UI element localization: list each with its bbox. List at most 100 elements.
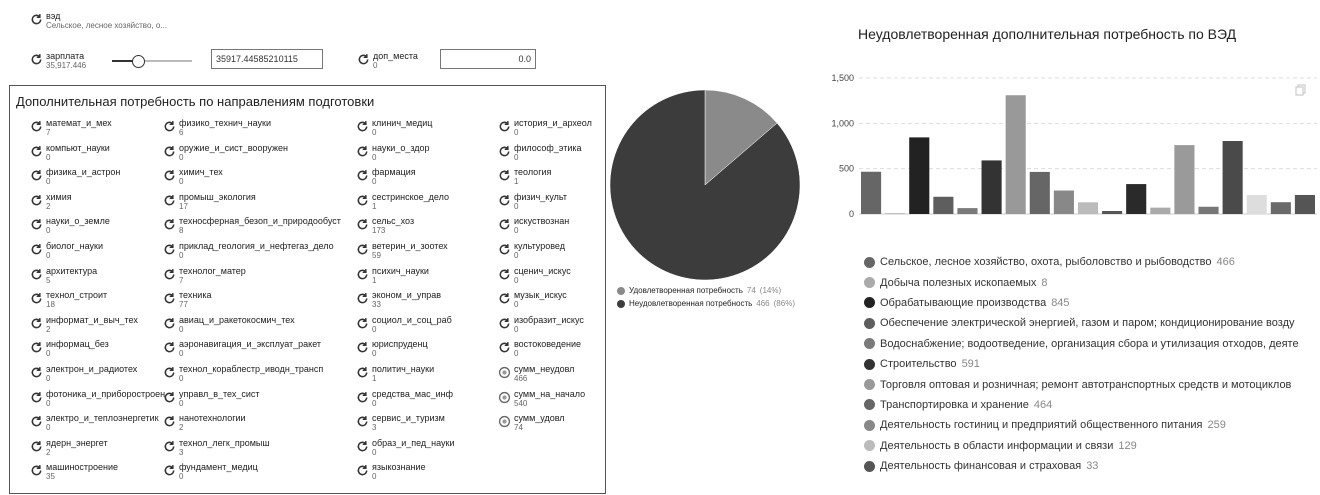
ved-legend-item[interactable]: Деятельность в области информации и связ… — [864, 436, 1320, 456]
direction-variable[interactable]: промыш_экология 17 — [163, 192, 256, 211]
direction-variable[interactable]: сумм_на_начало 540 — [498, 389, 585, 408]
direction-variable[interactable]: аэронавигация_и_эксплуат_ракет 0 — [163, 340, 321, 358]
direction-variable[interactable]: философ_этика 0 — [498, 143, 582, 162]
ved-variable[interactable]: вэд Сельское, лесное хозяйство, о... — [30, 12, 167, 30]
direction-variable[interactable]: физич_культ 0 — [498, 192, 567, 211]
direction-variable[interactable]: культуровед 0 — [498, 242, 565, 260]
direction-variable[interactable]: науки_о_здор 0 — [356, 143, 430, 162]
ved-legend-item[interactable]: Строительство 591 — [864, 354, 1320, 374]
direction-variable[interactable]: химич_тех 0 — [163, 168, 223, 186]
direction-variable[interactable]: машиностроение 35 — [30, 463, 118, 481]
direction-variable[interactable]: техносферная_безоп_и_природообуст 8 — [163, 217, 341, 235]
direction-variable[interactable]: физика_и_астрон 0 — [30, 168, 120, 186]
pie-legend-item[interactable]: Неудовлетворенная потребность 466 (86%) — [617, 297, 795, 310]
direction-variable[interactable]: социол_и_соц_раб 0 — [356, 315, 452, 334]
direction-variable[interactable]: сценич_искус 0 — [498, 266, 571, 285]
bar[interactable] — [933, 196, 954, 214]
direction-variable[interactable]: технол_кораблестр_иводн_трансп 0 — [163, 365, 323, 383]
direction-variable[interactable]: образ_и_пед_науки 0 — [356, 438, 455, 457]
ved-legend-item[interactable]: Обеспечение электрической энергией, газо… — [864, 313, 1320, 333]
direction-variable[interactable]: языкознание 0 — [356, 463, 426, 481]
direction-variable[interactable]: информат_и_выч_тех 2 — [30, 315, 138, 334]
direction-variable[interactable]: ядерн_энергет 2 — [30, 438, 108, 457]
direction-variable[interactable]: фундамент_медиц 0 — [163, 463, 258, 481]
direction-variable[interactable]: математ_и_мех 7 — [30, 119, 112, 137]
direction-variable[interactable]: изобразит_искус 0 — [498, 315, 584, 334]
dop-mesta-input[interactable]: 0.0 — [440, 49, 536, 69]
direction-variable[interactable]: оружие_и_сист_вооружен 0 — [163, 143, 288, 162]
bar[interactable] — [1222, 141, 1243, 214]
ved-legend-item[interactable]: Торговля оптовая и розничная; ремонт авт… — [864, 374, 1320, 394]
bar[interactable] — [909, 137, 930, 214]
direction-variable[interactable]: биолог_науки 0 — [30, 242, 103, 260]
direction-variable[interactable]: сервис_и_туризм 3 — [356, 414, 445, 432]
zarplata-slider[interactable] — [112, 55, 192, 68]
direction-variable[interactable]: нанотехнологии 2 — [163, 414, 246, 432]
direction-variable[interactable]: технол_легк_промыш 3 — [163, 438, 270, 457]
slider-thumb[interactable] — [132, 55, 146, 68]
bar[interactable] — [1150, 207, 1171, 214]
direction-variable[interactable]: электро_и_теплоэнергетик 0 — [30, 414, 159, 432]
bar[interactable] — [1126, 184, 1147, 214]
ved-legend-item[interactable]: Водоснабжение; водоотведение, организаци… — [864, 334, 1320, 354]
direction-variable[interactable]: технол_строит 18 — [30, 291, 107, 309]
bar[interactable] — [1198, 206, 1219, 214]
direction-variable[interactable]: технолог_матер 7 — [163, 266, 246, 285]
direction-variable[interactable]: история_и_археол 0 — [498, 119, 592, 137]
direction-variable[interactable]: авиац_и_ракетокосмич_тех 0 — [163, 315, 295, 334]
direction-variable[interactable]: искуствознан 0 — [498, 217, 569, 235]
direction-variable[interactable]: ветерин_и_зоотех 59 — [356, 242, 448, 260]
pie-slice[interactable] — [609, 89, 801, 281]
direction-variable[interactable]: теология 1 — [498, 168, 551, 186]
dop-mesta-variable[interactable]: доп_места 0 — [357, 52, 418, 70]
direction-variable[interactable]: компьют_науки 0 — [30, 143, 110, 162]
ved-legend-item[interactable]: Деятельность финансовая и страховая 33 — [864, 456, 1320, 476]
direction-variable[interactable]: фотоника_и_приборостроен 0 — [30, 389, 165, 408]
ved-legend-item[interactable]: Транспортировка и хранение 464 — [864, 395, 1320, 415]
direction-variable[interactable]: фармация 0 — [356, 168, 416, 186]
direction-variable[interactable]: управл_в_тех_сист 0 — [163, 389, 260, 408]
direction-variable[interactable]: эконом_и_управ 33 — [356, 291, 441, 309]
direction-variable[interactable]: электрон_и_радиотех 0 — [30, 365, 137, 383]
copy-icon[interactable] — [1295, 84, 1307, 96]
ved-legend-item[interactable]: Обрабатывающие производства 845 — [864, 293, 1320, 313]
direction-variable[interactable]: сумм_неудовл 466 — [498, 365, 574, 383]
bar[interactable] — [1294, 194, 1315, 214]
bar[interactable] — [1077, 202, 1099, 214]
direction-variable[interactable]: сумм_удовл 74 — [498, 414, 565, 432]
bar[interactable] — [1246, 194, 1267, 214]
direction-variable[interactable]: архитектура 5 — [30, 266, 97, 285]
bar[interactable] — [1102, 211, 1123, 214]
direction-variable[interactable]: клинич_медиц 0 — [356, 119, 432, 137]
bar[interactable] — [981, 160, 1002, 214]
zarplata-input[interactable]: 35917.44585210115 — [211, 49, 323, 69]
pie-legend-item[interactable]: Удовлетворенная потребность 74 (14%) — [617, 284, 795, 297]
direction-variable[interactable]: политич_науки 1 — [356, 365, 434, 383]
pie-slice[interactable] — [704, 89, 778, 186]
direction-variable[interactable]: химия 2 — [30, 192, 72, 211]
bar[interactable] — [1005, 95, 1026, 214]
direction-variable[interactable]: техника 77 — [163, 291, 211, 309]
ved-legend-item[interactable]: Деятельность гостиниц и предприятий обще… — [864, 415, 1320, 435]
bar[interactable] — [885, 213, 906, 214]
direction-variable[interactable]: физико_технич_науки 6 — [163, 119, 271, 137]
bar[interactable] — [1029, 171, 1050, 214]
bar[interactable] — [957, 208, 978, 214]
ved-legend-item[interactable]: Добыча полезных ископаемых 8 — [864, 272, 1320, 292]
direction-variable[interactable]: сестринское_дело 1 — [356, 192, 449, 211]
direction-variable[interactable]: средства_мас_инф 0 — [356, 389, 453, 408]
direction-variable[interactable]: востоковедение 0 — [498, 340, 581, 358]
direction-variable[interactable]: сельс_хоз 173 — [356, 217, 414, 235]
direction-variable[interactable]: психич_науки 1 — [356, 266, 429, 285]
bar[interactable] — [861, 171, 882, 214]
bar[interactable] — [1270, 202, 1291, 214]
bar[interactable] — [1174, 145, 1195, 214]
direction-variable[interactable]: науки_о_земле 0 — [30, 217, 110, 235]
direction-variable[interactable]: музык_искус 0 — [498, 291, 567, 309]
zarplata-variable[interactable]: зарплата 35,917.446 — [30, 52, 86, 70]
bar[interactable] — [1053, 190, 1074, 214]
ved-legend-item[interactable]: Сельское, лесное хозяйство, охота, рыбол… — [864, 252, 1320, 272]
direction-variable[interactable]: приклад_геология_и_нефтегаз_дело 0 — [163, 242, 334, 260]
direction-variable[interactable]: информац_без 0 — [30, 340, 109, 358]
direction-variable[interactable]: юриспруденц 0 — [356, 340, 428, 358]
